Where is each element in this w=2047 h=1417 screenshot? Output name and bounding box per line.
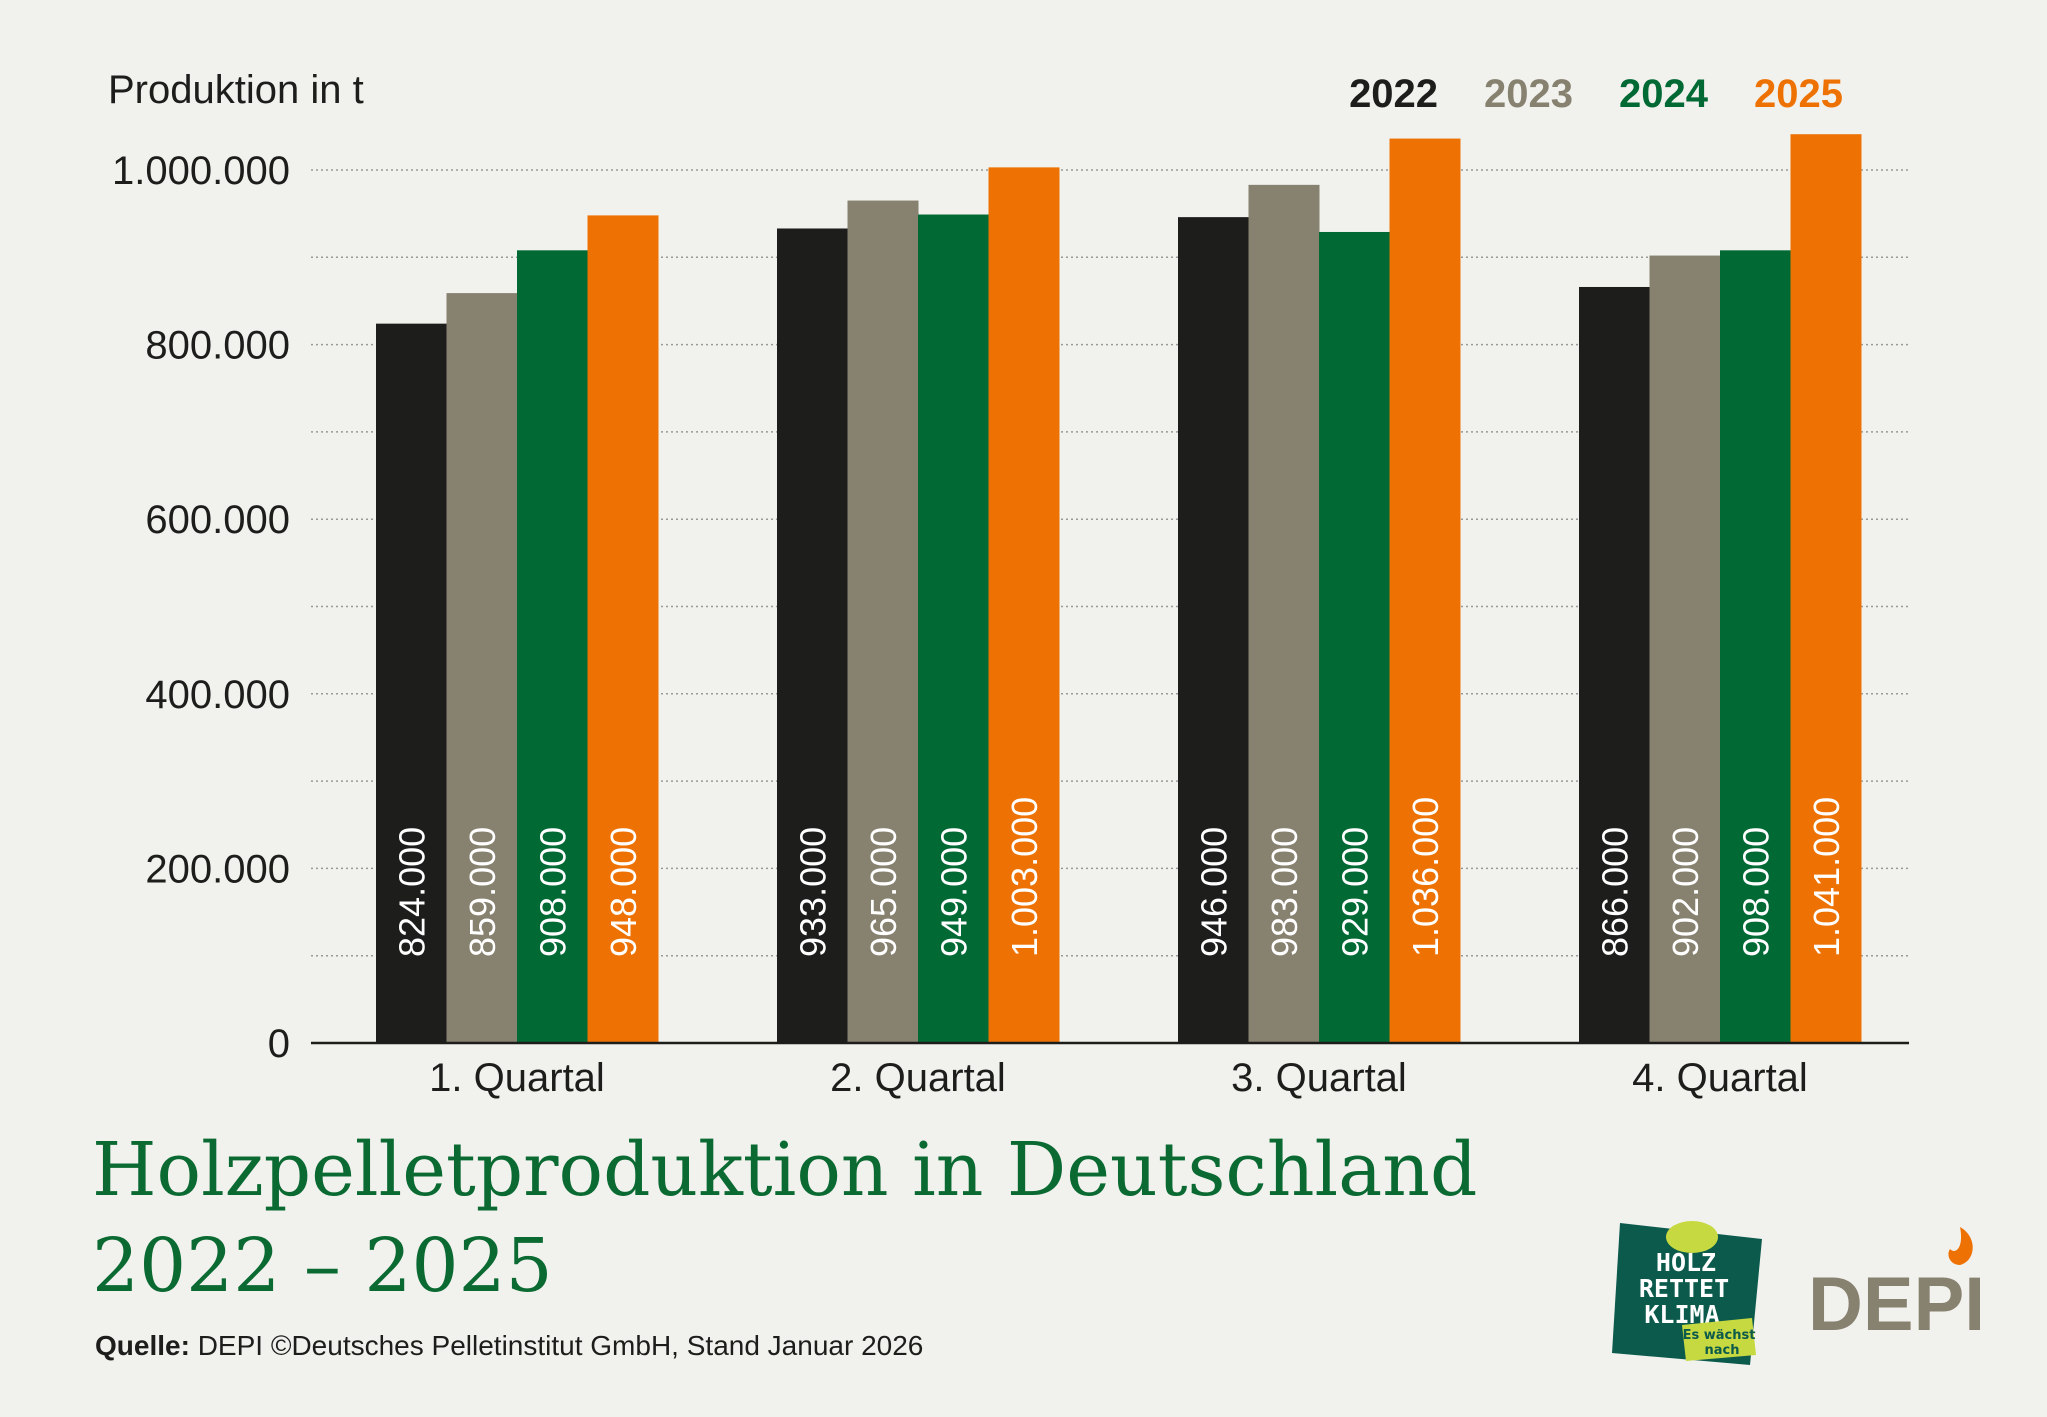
data-label: 949.000 [933,827,974,957]
svg-text:Es wächst: Es wächst [1683,1328,1756,1343]
bar-2023-q2 [847,200,919,1043]
bar-2025-q1 [587,215,659,1043]
y-tick-label: 400.000 [145,673,290,717]
depi-logo: DEPI [1808,1227,1980,1345]
bar-2025-q2 [988,167,1060,1044]
holz-rettet-klima-logo: HOLZ RETTET KLIMA Es wächst nach [1612,1221,1762,1365]
bar-2024-q1 [517,250,588,1044]
title-line-1: Holzpelletproduktion in Deutschland [92,1127,1478,1213]
x-tick-label: 1. Quartal [429,1056,605,1100]
data-label: 929.000 [1334,827,1375,957]
chart-title: Holzpelletproduktion in Deutschland 2022… [92,1122,1477,1314]
legend: 2022 2023 2024 2025 [1349,72,1843,117]
bar-2022-q1 [376,323,447,1043]
svg-text:HOLZ: HOLZ [1656,1248,1716,1277]
bar-2025-q4 [1790,134,1862,1043]
data-label: 948.000 [603,827,644,957]
data-label: 983.000 [1264,827,1305,957]
bar-2023-q3 [1248,184,1320,1043]
svg-text:DEPI: DEPI [1808,1262,1980,1345]
data-label: 908.000 [532,827,573,957]
x-tick-label: 4. Quartal [1632,1056,1808,1100]
data-label: 866.000 [1594,827,1635,957]
x-tick-label: 2. Quartal [830,1056,1006,1100]
svg-text:RETTET: RETTET [1639,1274,1729,1303]
data-label: 965.000 [863,827,904,957]
legend-item-2022: 2022 [1349,72,1439,116]
y-tick-label: 200.000 [145,847,290,891]
bar-2022-q4 [1579,286,1650,1043]
data-label: 946.000 [1193,827,1234,957]
source-note: Quelle: DEPI ©Deutsches Pelletinstitut G… [95,1330,923,1362]
data-label: 824.000 [391,827,432,957]
source-label: Quelle: [95,1330,190,1361]
data-label: 859.000 [462,827,503,957]
x-tick-label: 3. Quartal [1231,1056,1407,1100]
bar-2022-q2 [777,228,848,1044]
data-label: 1.003.000 [1004,797,1045,957]
legend-item-2024: 2024 [1619,72,1709,116]
bar-2025-q3 [1389,138,1461,1043]
title-line-2: 2022 – 2025 [92,1223,553,1309]
data-label: 908.000 [1735,827,1776,957]
legend-item-2023: 2023 [1484,72,1574,116]
bar-2022-q3 [1178,217,1249,1044]
source-text: DEPI ©Deutsches Pelletinstitut GmbH, Sta… [197,1330,924,1361]
svg-text:nach: nach [1705,1343,1740,1358]
y-tick-label: 1.000.000 [112,149,290,193]
data-label: 1.041.000 [1806,797,1847,957]
bar-chart: 0 200.000 400.000 600.000 800.000 1.000.000 82… [112,134,1909,1100]
y-tick-label: 800.000 [145,324,290,368]
data-label: 1.036.000 [1405,797,1446,957]
bar-2024-q4 [1720,250,1791,1044]
bar-2024-q2 [918,214,989,1043]
bar-2024-q3 [1319,231,1390,1043]
data-label: 933.000 [792,827,833,957]
legend-item-2025: 2025 [1754,72,1843,116]
data-label: 902.000 [1665,827,1706,957]
y-tick-label: 0 [268,1022,290,1066]
bar-2023-q4 [1649,255,1721,1043]
bar-2023-q1 [446,293,518,1043]
y-axis-label: Produktion in t [108,68,364,112]
y-tick-label: 600.000 [145,498,290,542]
